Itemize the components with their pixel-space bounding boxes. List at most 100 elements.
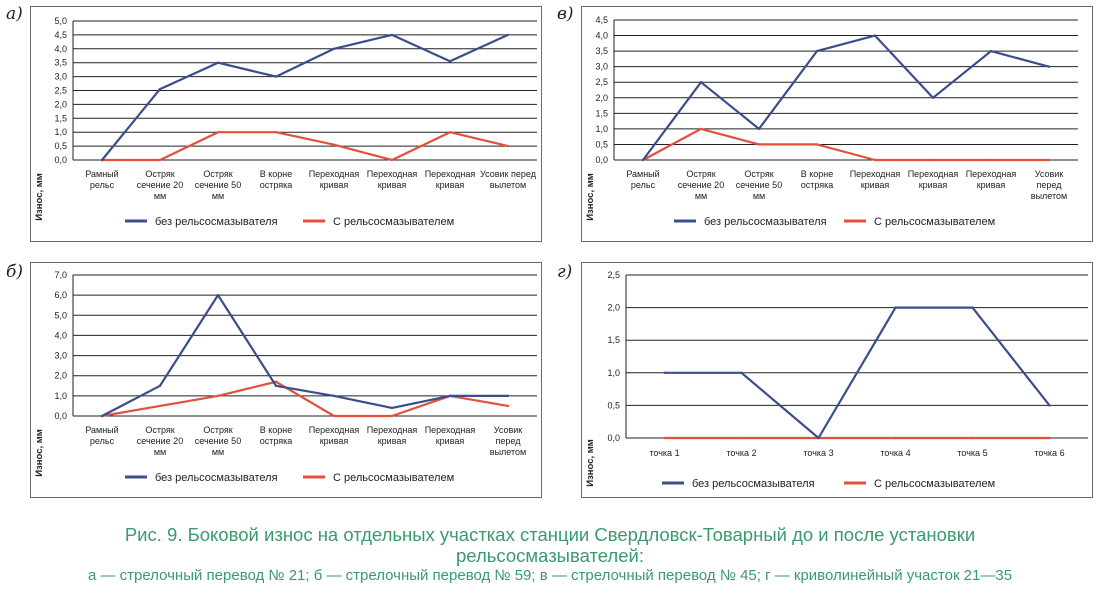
chart-panel-g: 0,0 0,5 1,0 1,5 2,0 2,5 точка 1 точка 2 точка 3 т…	[581, 262, 1093, 498]
y-tick-label: 3,0	[595, 62, 608, 72]
x-category-label-line: точка 4	[880, 448, 910, 458]
x-category-label-line: Остряк	[203, 169, 232, 179]
x-category-label-line: кривая	[320, 436, 349, 446]
data-point	[757, 127, 761, 131]
chart-panel-b: 0,0 1,0 2,0 3,0 4,0 5,0 6,0 7,0 Рамный рельс Остря…	[30, 262, 542, 498]
figure-caption-title: Рис. 9. Боковой износ на отдельных участ…	[124, 524, 976, 566]
y-tick-label: 1,0	[595, 124, 608, 134]
x-category-label-line: перед	[1037, 180, 1063, 190]
x-category-label-line: перед	[496, 436, 522, 446]
x-category-label: Рамный рельс	[85, 169, 118, 190]
x-category-label-line: кривая	[919, 180, 948, 190]
x-category-label-line: сечение 50	[195, 180, 241, 190]
x-category-label-line: сечение 20	[137, 180, 183, 190]
y-tick-label: 0,5	[54, 141, 67, 151]
y-tick-label: 2,5	[54, 86, 67, 96]
x-category-label-line: вылетом	[490, 180, 526, 190]
data-point	[894, 436, 897, 440]
y-tick-label: 7,0	[54, 270, 67, 280]
y-tick-label: 2,0	[54, 371, 67, 381]
x-category-label-line: Переходная	[309, 169, 360, 179]
y-tick-label: 0,0	[595, 155, 608, 165]
x-category-label: Переходная кривая	[309, 169, 360, 190]
data-point	[506, 33, 510, 37]
x-category-label: В корне остряка	[801, 169, 834, 190]
data-point	[1048, 404, 1051, 407]
data-point	[757, 143, 761, 146]
data-point	[274, 380, 278, 383]
x-category-label-line: рельс	[90, 180, 115, 190]
data-point	[663, 436, 666, 440]
x-category-label: точка 3	[803, 448, 833, 458]
x-category-label: точка 4	[880, 448, 910, 458]
x-category-label: Остряк сечение 20 мм	[137, 425, 183, 457]
x-category-label-line: мм	[154, 447, 166, 457]
data-point	[815, 49, 819, 53]
data-point	[216, 131, 220, 134]
data-point	[448, 131, 452, 134]
x-category-label-line: точка 6	[1034, 448, 1064, 458]
y-axis-title: Износ, мм	[34, 173, 45, 221]
x-category-label: Переходная кривая	[309, 425, 360, 446]
y-axis-title: Износ, мм	[585, 439, 596, 487]
series-line-without-lubricator	[101, 33, 509, 161]
data-point	[873, 158, 877, 162]
y-tick-label: 1,5	[54, 113, 67, 123]
y-tick-label: 2,0	[607, 303, 620, 313]
y-tick-label: 1,0	[54, 391, 67, 401]
y-tick-label: 4,5	[54, 30, 67, 40]
x-category-label-line: Переходная	[850, 169, 901, 179]
x-category-label-line: сечение 20	[678, 180, 724, 190]
x-category-label-line: Рамный	[85, 169, 118, 179]
x-category-label-line: кривая	[861, 180, 890, 190]
x-category-label: В корне остряка	[260, 425, 293, 446]
x-category-label: точка 1	[649, 448, 679, 458]
data-point	[158, 158, 162, 162]
x-category-label-line: Остряк	[203, 425, 232, 435]
y-axis-title: Износ, мм	[34, 429, 45, 477]
y-tick-label: 1,5	[595, 108, 608, 118]
x-category-label-line: мм	[753, 191, 765, 201]
chart-panel-a: 0,0 0,5 1,0 1,5 2,0 2,5 3,0 3,5 4,0 4,5 5,0 Рамный р…	[30, 6, 542, 242]
panel-letter-g: г)	[557, 262, 573, 282]
x-category-label-line: В корне	[260, 169, 293, 179]
data-point	[216, 293, 220, 297]
y-tick-label: 2,0	[54, 99, 67, 109]
x-category-label-line: Усовик	[494, 425, 523, 435]
x-category-label-line: кривая	[320, 180, 349, 190]
data-point	[1048, 436, 1051, 440]
x-category-label-line: Переходная	[966, 169, 1017, 179]
panel-letter-b: б)	[6, 262, 24, 282]
x-category-label: Остряк сечение 50 мм	[195, 169, 241, 201]
data-point	[873, 34, 877, 37]
series-line-with-lubricator	[642, 127, 1049, 162]
x-category-label-line: Усовик перед	[480, 169, 537, 179]
data-point	[332, 143, 336, 146]
x-category-label-line: Переходная	[367, 169, 418, 179]
x-category-label: Переходная кривая	[367, 425, 418, 446]
x-category-label: Усовик перед вылетом	[490, 425, 526, 457]
data-point	[332, 394, 336, 398]
data-point	[390, 158, 394, 162]
data-point	[1047, 65, 1051, 68]
data-point	[100, 158, 104, 162]
y-tick-label: 0,5	[607, 400, 620, 410]
data-point	[699, 81, 703, 84]
x-category-label-line: Переходная	[908, 169, 959, 179]
data-point	[332, 47, 336, 50]
data-point	[740, 371, 743, 374]
y-tick-label: 5,0	[54, 16, 67, 26]
x-category-label: Рамный рельс	[626, 169, 659, 190]
x-category-label-line: Остряк	[744, 169, 773, 179]
data-point	[448, 60, 452, 63]
x-category-label: Переходная кривая	[425, 425, 476, 446]
y-tick-label: 4,0	[54, 44, 67, 54]
y-tick-label: 1,0	[607, 368, 620, 378]
data-point	[216, 61, 220, 64]
x-category-label: Остряк сечение 20 мм	[137, 169, 183, 201]
legend-label: без рельсосмазывателя	[155, 472, 278, 484]
panel-letter-v: в)	[557, 4, 574, 24]
x-category-label-line: Рамный	[85, 425, 118, 435]
x-category-label-line: Переходная	[367, 425, 418, 435]
x-category-label-line: кривая	[378, 436, 407, 446]
